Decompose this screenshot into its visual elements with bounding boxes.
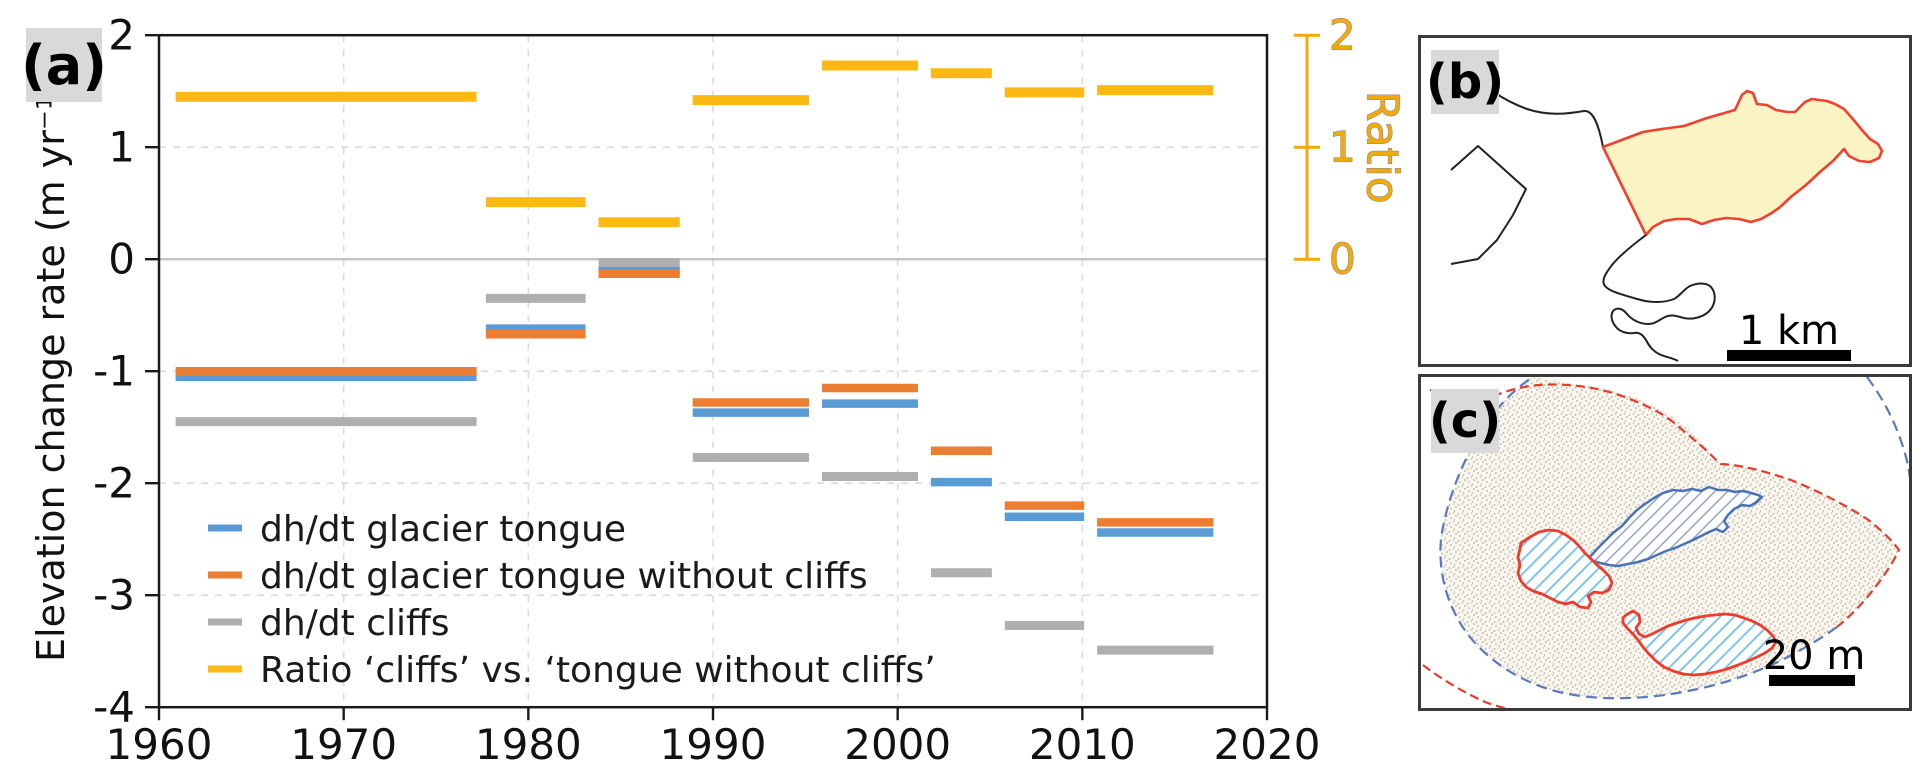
ridge-line <box>1450 145 1527 265</box>
panel-c-scalebar-label: 20 m <box>1762 633 1866 679</box>
ratio-tick-label: 0 <box>1329 235 1356 284</box>
x-tick-label: 1970 <box>290 720 397 769</box>
series-ratio-cliffs-vs-tongue-without-cliffs- <box>175 60 1214 228</box>
panel-b-scalebar-label: 1 km <box>1738 308 1840 354</box>
x-tick-label: 2010 <box>1029 720 1136 769</box>
moraine-lake-line <box>1602 234 1716 362</box>
panel-b-scalebar <box>1727 350 1851 361</box>
y-tick-label: 0 <box>108 235 135 284</box>
dem-extent-blue-dashed <box>1439 377 1838 700</box>
y-tick-label: -2 <box>93 459 135 508</box>
y-tick-label: -4 <box>93 683 135 732</box>
panel-b: (b) 1 km <box>1418 35 1912 367</box>
x-tick-label: 1990 <box>660 720 767 769</box>
panel-c-scalebar <box>1769 675 1855 686</box>
panel-b-label: (b) <box>1426 50 1504 114</box>
dem-extent-red-arc-bottom-left <box>1422 664 1509 708</box>
cliff-polygon-red-left <box>1516 528 1614 610</box>
legend-label: dh/dt cliffs <box>260 603 450 644</box>
y-tick-label: -1 <box>93 347 135 396</box>
panel-c-label: (c) <box>1429 389 1501 453</box>
cliff-detail-map <box>1422 377 1909 708</box>
panel-a-label: (a) <box>21 28 107 102</box>
series-dh-dt-glacier-tongue <box>175 265 1214 537</box>
cliff-polygon-red-bottom <box>1621 609 1778 677</box>
y-tick-label: 2 <box>108 11 135 60</box>
panel-a: (a) Elevation change rate (m yr⁻¹) 2 1 0 -1… <box>21 10 1408 770</box>
y-tick-label: -3 <box>93 571 135 620</box>
x-tick-label: 1960 <box>106 720 213 769</box>
legend-label: Ratio ‘cliffs’ vs. ‘tongue without cliff… <box>260 650 936 691</box>
ratio-axis-title: Ratio <box>1357 91 1408 204</box>
series-dh-dt-glacier-tongue-without-cliffs <box>175 269 1214 527</box>
glacier-tongue-polygon <box>1601 89 1884 237</box>
series-dh-dt-cliffs <box>175 258 1214 655</box>
dem-extent-red-dashed <box>1480 383 1901 628</box>
x-tick-label: 2000 <box>844 720 951 769</box>
legend-label: dh/dt glacier tongue <box>260 509 626 550</box>
x-tick-label: 1980 <box>475 720 582 769</box>
panel-c: (c) 20 m <box>1418 374 1912 711</box>
dem-extent-blue-arc-top-right <box>1866 377 1909 479</box>
ratio-tick-label: 2 <box>1329 11 1356 60</box>
glacier-overview-map <box>1450 68 1884 362</box>
legend: dh/dt glacier tongue dh/dt glacier tongue… <box>208 509 936 691</box>
cliff-polygon-blue <box>1587 485 1764 568</box>
y-tick-label: 1 <box>108 123 135 172</box>
ratio-tick-label: 1 <box>1329 123 1356 172</box>
legend-label: dh/dt glacier tongue without cliffs <box>260 556 868 597</box>
x-tick-label: 2020 <box>1214 720 1321 769</box>
